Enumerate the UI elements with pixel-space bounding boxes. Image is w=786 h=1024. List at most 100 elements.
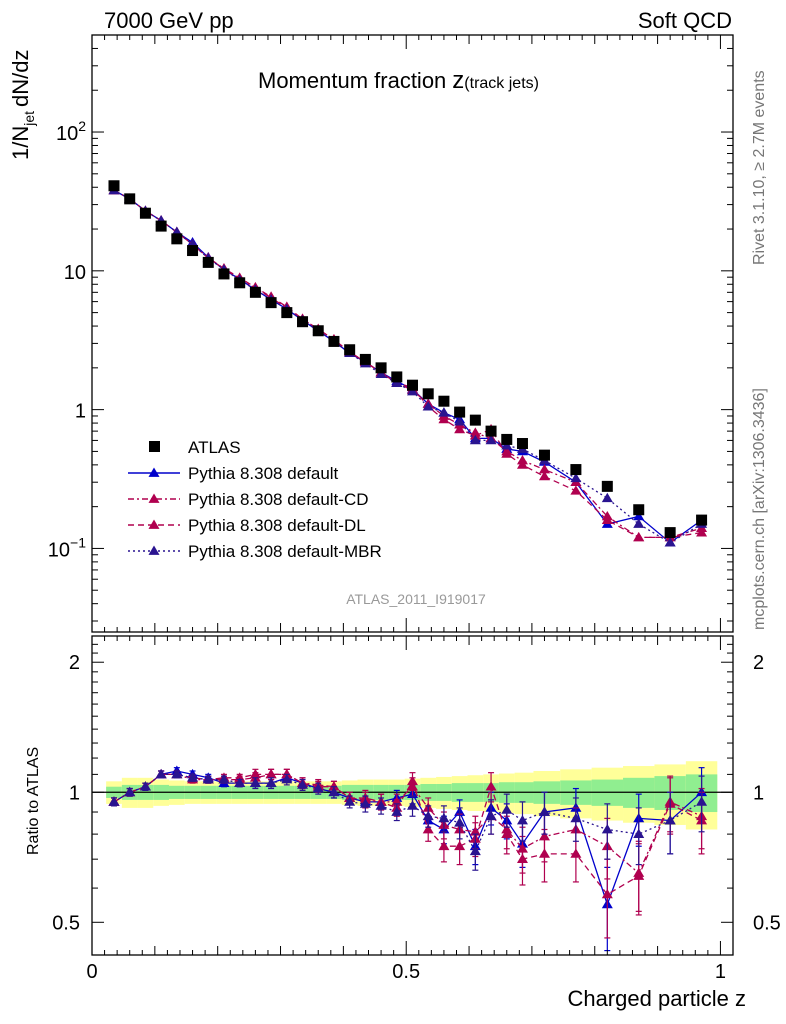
- atlas-data-point: [485, 425, 497, 437]
- category-label: Soft QCD: [638, 8, 732, 33]
- y-axis-label-main-rest: dN/dz: [8, 49, 33, 106]
- ratio-series-point: [281, 774, 293, 784]
- atlas-data-point: [265, 297, 277, 309]
- x-tick-label: 1: [715, 961, 726, 983]
- atlas-data-point: [516, 438, 528, 450]
- atlas-data-point: [538, 449, 550, 461]
- legend-label: Pythia 8.308 default: [188, 464, 339, 483]
- main-series-point: [570, 485, 582, 495]
- ratio-series-point: [187, 772, 199, 782]
- atlas-data-point: [187, 245, 199, 257]
- analysis-watermark: ATLAS_2011_I919017: [346, 591, 486, 607]
- ratio-series-line: [113, 773, 702, 896]
- legend-marker: [149, 441, 160, 452]
- y-axis-label-ratio: Ratio to ATLAS: [25, 747, 42, 855]
- ratio-series-point: [249, 768, 261, 779]
- ratio-series-point: [601, 823, 613, 834]
- ratio-series-point: [438, 840, 450, 851]
- legend-marker: [148, 493, 160, 503]
- ratio-series-point: [601, 888, 613, 899]
- atlas-data-point: [328, 335, 340, 347]
- ratio-series-point: [108, 796, 120, 806]
- ratio-series-point: [422, 810, 434, 821]
- legend-label: Pythia 8.308 default-CD: [188, 490, 369, 509]
- main-series-point: [538, 464, 550, 474]
- legend-label: Pythia 8.308 default-DL: [188, 516, 366, 535]
- main-series-line: [113, 189, 702, 539]
- main-series-point: [633, 510, 645, 521]
- ratio-series-point: [155, 768, 167, 779]
- ratio-y-tick-label: 2: [69, 652, 80, 674]
- legend-marker: [148, 467, 160, 477]
- atlas-data-point: [391, 371, 403, 383]
- plot-title-symbol: z: [452, 67, 464, 94]
- main-series-2: [108, 184, 708, 542]
- atlas-data-series: [108, 180, 708, 539]
- x-tick-label: 0: [86, 961, 97, 983]
- legend-entry-1: ATLAS: [149, 438, 241, 457]
- main-series-line: [113, 189, 702, 539]
- ratio-series-point: [633, 828, 645, 838]
- main-series-point: [469, 434, 481, 445]
- atlas-data-point: [469, 414, 481, 426]
- atlas-data-point: [155, 220, 167, 232]
- main-y-tick-label: 1: [75, 401, 86, 423]
- legend-label: ATLAS: [188, 438, 241, 457]
- legend-entry-2: Pythia 8.308 default: [128, 464, 339, 483]
- main-series-point: [454, 416, 466, 426]
- ratio-series-point: [633, 870, 645, 880]
- atlas-data-point: [124, 193, 136, 205]
- atlas-data-point: [312, 325, 324, 337]
- atlas-data-point: [249, 286, 261, 298]
- ratio-series-point: [538, 848, 550, 858]
- ratio-series-point: [328, 786, 340, 797]
- main-series-point: [375, 368, 387, 379]
- ratio-y-tick-label: 0.5: [52, 912, 80, 934]
- legend-marker: [148, 545, 160, 555]
- ratio-series-point: [485, 810, 497, 821]
- main-series-point: [438, 407, 450, 417]
- ratio-series-point: [454, 817, 466, 827]
- ratio-series-point: [297, 779, 309, 789]
- main-series-point: [516, 459, 528, 469]
- atlas-data-point: [601, 480, 613, 492]
- ratio-panel: [92, 765, 733, 952]
- ratio-series-point: [516, 853, 528, 864]
- y-axis-label-main-base: 1/N: [8, 126, 33, 160]
- ratio-series-point: [328, 781, 340, 791]
- atlas-data-point: [422, 388, 434, 400]
- ratio-series-point: [538, 806, 550, 816]
- plot-title-sub: (track jets): [464, 75, 539, 92]
- main-series-point: [501, 448, 513, 458]
- atlas-data-point: [234, 277, 246, 289]
- ratio-series-point: [516, 815, 528, 825]
- main-y-tick-label: 10−1: [48, 534, 86, 561]
- main-series-3: [108, 184, 708, 542]
- main-frame: [91, 34, 734, 633]
- atlas-data-point: [696, 514, 708, 526]
- ratio-y-tick-label: 1: [69, 782, 80, 804]
- main-y-tick-label: 10: [64, 262, 86, 284]
- y-axis-label-main: 1/Njet dN/dz: [8, 49, 37, 160]
- main-series-point: [601, 492, 613, 503]
- main-series-point: [664, 537, 676, 547]
- atlas-data-point: [664, 527, 676, 539]
- x-axis-label: Charged particle z: [567, 986, 746, 1011]
- main-series-point: [570, 472, 582, 483]
- ratio-series-point: [485, 781, 497, 791]
- atlas-data-point: [438, 395, 450, 407]
- ratio-series-point: [696, 796, 708, 806]
- ratio-series-point: [391, 806, 403, 816]
- atlas-data-point: [407, 379, 418, 391]
- ratio-series-point: [438, 812, 450, 823]
- ratio-series-point: [249, 777, 261, 787]
- atlas-data-point: [344, 344, 356, 356]
- axes: 10−1 1 10 102 0.5 0.5 1 1 2 2 0 0.5 1: [48, 34, 781, 983]
- main-panel: [108, 180, 708, 547]
- main-series-point: [422, 401, 434, 411]
- legend-label: Pythia 8.308 default-MBR: [188, 542, 382, 561]
- atlas-data-point: [359, 353, 371, 365]
- ratio-series-point: [454, 840, 466, 851]
- main-y-tick-label: 102: [56, 118, 86, 145]
- ratio-series-point: [265, 777, 277, 787]
